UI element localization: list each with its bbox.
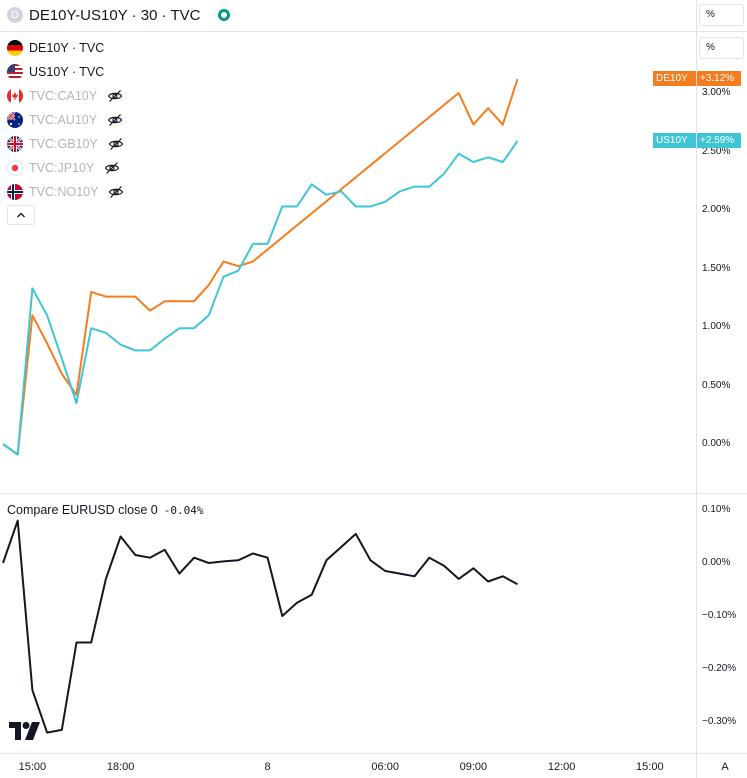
price-axis-label: 1.50% (702, 262, 731, 274)
legend-label: TVC:JP10Y (29, 161, 95, 175)
compare-value: -0.04% (163, 504, 204, 517)
symbol-badge[interactable]: D (7, 7, 23, 23)
collapse-legend-button[interactable] (7, 205, 35, 225)
canada-flag-icon (7, 88, 23, 104)
chevron-up-icon (17, 212, 25, 218)
price-axis-label: 2.00% (702, 204, 731, 215)
time-axis-label: 8 (264, 761, 271, 773)
compare-axis-label: −0.10% (702, 610, 737, 621)
time-axis-label: 15:00 (18, 761, 47, 773)
auto-scale-button[interactable]: A (721, 761, 729, 773)
compare-legend[interactable]: Compare EURUSD close 0 -0.04% (7, 503, 204, 517)
time-axis-label: 15:00 (636, 761, 664, 773)
germany-flag-icon (7, 40, 23, 56)
time-axis-label: 18:00 (106, 761, 135, 773)
tradingview-logo-icon[interactable] (9, 722, 41, 740)
eye-crossed-icon[interactable] (107, 88, 123, 104)
market-status-icon[interactable] (218, 9, 231, 21)
time-axis-divider (0, 753, 747, 754)
compare-axis-label: 0.10% (702, 504, 731, 515)
symbol-title[interactable]: DE10Y-US10Y · 30 · TVC (29, 6, 201, 24)
legend-label: TVC:CA10Y (29, 89, 98, 103)
compare-axis-label: −0.30% (702, 716, 737, 727)
eye-crossed-icon[interactable] (104, 160, 120, 176)
percent-scale-button-top[interactable]: % (699, 4, 744, 26)
legend-label: DE10Y · TVC (29, 41, 105, 55)
compare-axis-label: −0.20% (702, 663, 737, 674)
price-axis-label: 2.50% (702, 145, 731, 157)
pane-divider[interactable] (0, 493, 747, 494)
time-axis-label: 12:00 (547, 761, 576, 773)
price-axis-divider (696, 0, 697, 778)
legend-label: TVC:GB10Y (29, 137, 98, 151)
main-chart-pane[interactable] (0, 32, 696, 493)
legend-item-au10y[interactable]: TVC:AU10Y (7, 108, 124, 132)
usa-flag-icon (7, 64, 23, 80)
price-tag-de10y-name: DE10Y (653, 70, 696, 86)
price-tag-us10y-value: +2.59% (697, 132, 741, 148)
price-axis-label: 0.50% (702, 379, 731, 391)
price-axis-label: 0.00% (702, 438, 731, 449)
legend-item-jp10y[interactable]: TVC:JP10Y (7, 156, 124, 180)
price-axis-label: 1.00% (702, 321, 731, 332)
series-line-eurusd (2, 519, 518, 734)
legend-item-ca10y[interactable]: TVC:CA10Y (7, 84, 124, 108)
legend-item-de10y[interactable]: DE10Y · TVC (7, 36, 124, 60)
legend-item-no10y[interactable]: TVC:NO10Y (7, 180, 124, 204)
series-line-us10y (2, 140, 519, 456)
header-divider (0, 31, 747, 32)
legend-label: TVC:NO10Y (29, 185, 99, 199)
legend-item-gb10y[interactable]: TVC:GB10Y (7, 132, 124, 156)
series-legend: DE10Y · TVC US10Y · TVC TVC:CA10Y TVC:AU… (7, 36, 124, 204)
legend-label: TVC:AU10Y (29, 113, 98, 127)
eye-crossed-icon[interactable] (107, 112, 123, 128)
japan-flag-icon (7, 160, 23, 176)
percent-scale-button[interactable]: % (699, 37, 744, 59)
price-tag-de10y-value: +3.12% (697, 70, 741, 86)
series-line-de10y (2, 78, 519, 456)
eye-crossed-icon[interactable] (108, 184, 124, 200)
price-tag-us10y-name: US10Y (653, 132, 696, 148)
eye-crossed-icon[interactable] (108, 136, 124, 152)
norway-flag-icon (7, 184, 23, 200)
compare-axis-label: 0.00% (702, 557, 731, 568)
legend-label: US10Y · TVC (29, 65, 105, 79)
time-axis-label: 09:00 (459, 761, 488, 773)
compare-pane[interactable] (0, 494, 696, 753)
chart-header: D DE10Y-US10Y · 30 · TVC (0, 0, 231, 30)
price-axis-label: 3.00% (702, 87, 731, 98)
compare-label: Compare EURUSD close 0 (7, 503, 158, 517)
australia-flag-icon (7, 112, 23, 128)
legend-item-us10y[interactable]: US10Y · TVC (7, 60, 124, 84)
time-axis-label: 06:00 (371, 761, 399, 773)
